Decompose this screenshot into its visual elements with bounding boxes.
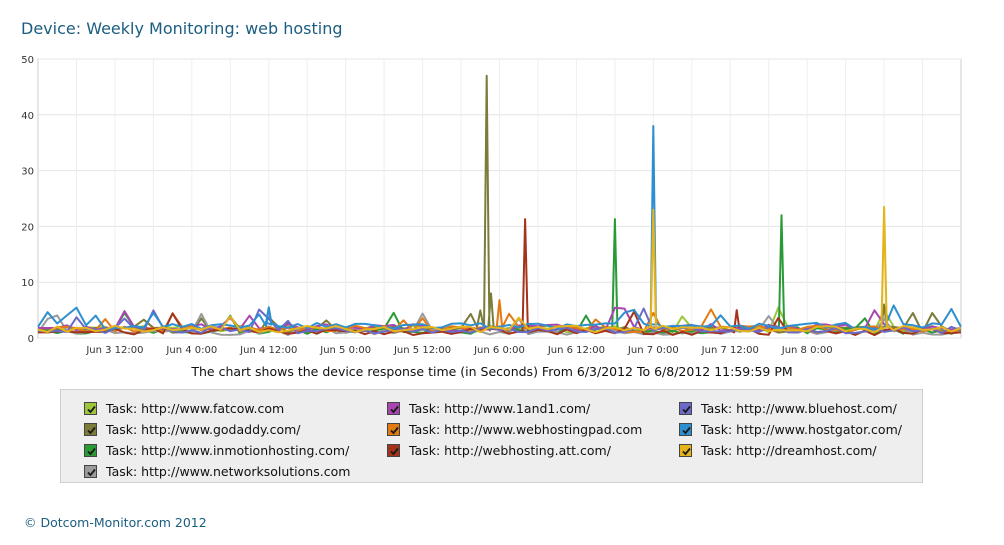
- x-tick-label: Jun 5 0:00: [319, 345, 371, 356]
- legend-item[interactable]: Task: http://www.1and1.com/: [387, 399, 590, 417]
- legend-label: Task: http://www.webhostingpad.com: [409, 421, 643, 437]
- legend-label: Task: http://www.godaddy.com/: [106, 421, 301, 437]
- footer-copyright: © Dotcom-Monitor.com 2012: [24, 515, 207, 530]
- legend-label: Task: http://www.inmotionhosting.com/: [106, 442, 350, 458]
- legend-checkbox-icon[interactable]: [84, 422, 97, 436]
- legend-item[interactable]: Task: http://www.webhostingpad.com: [387, 420, 642, 438]
- y-tick-label: 20: [21, 222, 34, 233]
- legend-item[interactable]: Task: http://dreamhost.com/: [679, 441, 877, 459]
- legend-checkbox-icon[interactable]: [84, 401, 97, 415]
- x-tick-label: Jun 7 12:00: [701, 345, 759, 356]
- legend-label: Task: http://www.1and1.com/: [409, 400, 591, 416]
- x-tick-label: Jun 7 0:00: [627, 345, 679, 356]
- x-tick-label: Jun 5 12:00: [393, 345, 451, 356]
- legend-checkbox-icon[interactable]: [679, 422, 692, 436]
- legend-item[interactable]: Task: http://www.godaddy.com/: [84, 420, 301, 438]
- legend-item[interactable]: Task: http://www.fatcow.com: [84, 399, 284, 417]
- response-time-chart: 0 10 20 30 40 50 Jun 3 12:00 Jun 4 0:00 Jun 4 12…: [21, 55, 962, 356]
- x-tick-label: Jun 4 12:00: [239, 345, 297, 356]
- legend-item[interactable]: Task: http://www.bluehost.com/: [679, 399, 897, 417]
- y-tick-label: 30: [21, 167, 34, 178]
- y-tick-label: 0: [28, 334, 34, 345]
- x-tick-label: Jun 6 0:00: [473, 345, 525, 356]
- y-tick-label: 40: [21, 111, 34, 122]
- legend-checkbox-icon[interactable]: [84, 464, 97, 478]
- x-tick-label: Jun 4 0:00: [165, 345, 217, 356]
- chart-legend: Task: http://www.fatcow.com Task: http://…: [60, 389, 923, 483]
- x-tick-label: Jun 3 12:00: [85, 345, 143, 356]
- x-tick-label: Jun 6 12:00: [547, 345, 605, 356]
- legend-item[interactable]: Task: http://www.hostgator.com/: [679, 420, 902, 438]
- legend-checkbox-icon[interactable]: [387, 422, 400, 436]
- legend-label: Task: http://www.fatcow.com: [106, 400, 285, 416]
- legend-label: Task: http://dreamhost.com/: [701, 442, 877, 458]
- legend-item[interactable]: Task: http://www.networksolutions.com: [84, 462, 350, 480]
- legend-label: Task: http://webhosting.att.com/: [409, 442, 611, 458]
- legend-label: Task: http://www.networksolutions.com: [106, 463, 351, 479]
- legend-checkbox-icon[interactable]: [679, 443, 692, 457]
- series-line: [37, 307, 962, 335]
- legend-checkbox-icon[interactable]: [679, 401, 692, 415]
- y-tick-label: 50: [21, 55, 34, 66]
- series-line: [37, 205, 962, 334]
- legend-checkbox-icon[interactable]: [84, 443, 97, 457]
- legend-item[interactable]: Task: http://webhosting.att.com/: [387, 441, 611, 459]
- chart-subtitle: The chart shows the device response time…: [191, 364, 793, 379]
- legend-checkbox-icon[interactable]: [387, 443, 400, 457]
- y-tick-label: 10: [21, 278, 34, 289]
- x-tick-label: Jun 8 0:00: [781, 345, 833, 356]
- page-title: Device: Weekly Monitoring: web hosting: [21, 19, 343, 38]
- legend-label: Task: http://www.bluehost.com/: [701, 400, 897, 416]
- legend-label: Task: http://www.hostgator.com/: [701, 421, 902, 437]
- legend-checkbox-icon[interactable]: [387, 401, 400, 415]
- legend-item[interactable]: Task: http://www.inmotionhosting.com/: [84, 441, 349, 459]
